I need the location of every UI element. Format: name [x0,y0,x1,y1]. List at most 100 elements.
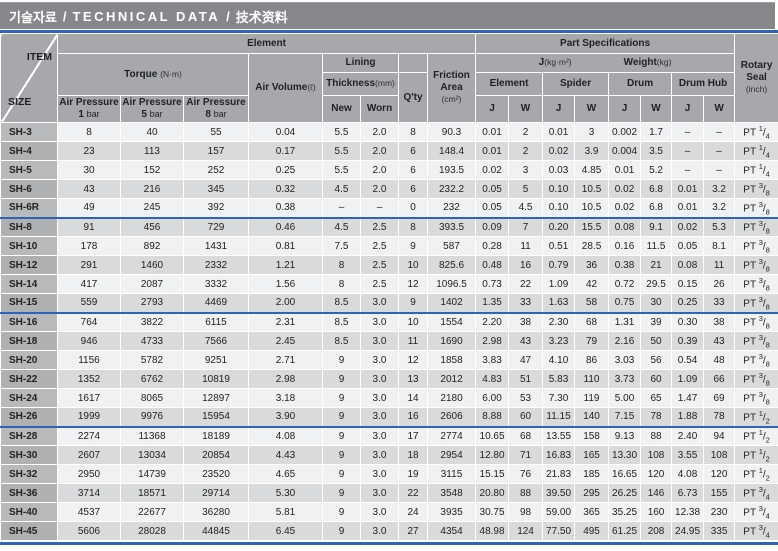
cell-drum_j: 9.13 [608,426,642,446]
cell-spider_j: 3.23 [542,331,576,351]
cell-drum_hub_j: 0.08 [671,255,705,275]
cell-air_volume: 3.90 [248,407,323,428]
row-size-label: SH-8 [0,217,58,237]
cell-qty: 22 [398,483,428,503]
table-row: SH-40 4537 22677 36280 5.81 9 3.0 24 3935 30.75 98… [0,502,778,522]
table-row: SH-12 291 1460 2332 1.21 8 2.5 10 825.6 0.48 16 0.7… [0,255,778,275]
friction-line1: Friction [433,70,470,81]
cell-air_volume: 0.25 [248,160,323,180]
row-size-label: SH-36 [0,483,58,503]
cell-element_j: 4.83 [475,369,510,389]
cell-spider_j: 0.51 [542,236,576,256]
cell-air_pressure_1bar: 178 [57,236,121,256]
cell-drum_hub_j: 1.88 [671,407,705,428]
lining-header: Lining [322,53,399,73]
cell-spider_j: 0.02 [542,141,576,161]
row-size-label: SH-14 [0,274,58,294]
cell-drum_w: 21 [640,255,673,275]
row-size-label: SH-3 [0,122,58,142]
cell-spider_w: 295 [574,483,610,503]
cell-drum_hub_j: 3.55 [671,445,705,465]
table-row: SH-3 8 40 55 0.04 5.5 2.0 8 90.3 0.01 2 0.01 3 0.002 1… [0,122,778,142]
title-english: TECHNICAL DATA [72,8,221,24]
cell-rotary-seal: PT 3/8 [734,369,778,389]
cell-air_volume: 5.81 [248,502,323,522]
air-pressure-5bar-header: Air Pressure 5 bar [120,95,184,123]
cell-spider_w: 3.9 [574,141,610,161]
cell-drum_w: 65 [640,388,673,408]
cell-drum_j: 0.004 [608,141,642,161]
cell-air_pressure_8bar: 23520 [183,464,249,484]
cell-spider_w: 58 [574,293,610,314]
cell-drum_w: 160 [640,502,673,522]
cell-lining_worn: 2.0 [360,141,399,161]
cell-air_volume: 0.38 [248,198,323,219]
cell-drum_w: 146 [640,483,673,503]
part-header-drum-hub: Drum Hub [671,72,736,96]
spider-j-header: J [542,95,576,123]
cell-qty: 9 [398,236,428,256]
cell-friction_area: 393.5 [426,217,477,237]
cell-air_pressure_5bar: 113 [120,141,184,161]
air-pressure-label: Air Pressure [186,97,246,108]
cell-qty: 6 [398,141,428,161]
table-row: SH-45 5606 28028 44845 6.45 9 3.0 27 4354 48.98 12… [0,521,778,541]
cell-drum_j: 26.25 [608,483,642,503]
cell-drum_j: 0.01 [608,160,642,180]
cell-qty: 13 [398,369,428,389]
cell-spider_w: 36 [574,255,610,275]
cell-rotary-seal: PT 3/4 [734,502,778,522]
cell-spider_w: 86 [574,350,610,370]
row-size-label: SH-4 [0,141,58,161]
row-size-label: SH-20 [0,350,58,370]
cell-air_pressure_5bar: 40 [120,122,184,142]
size-label: SIZE [8,96,32,109]
cell-lining_new: 9 [322,407,361,428]
cell-spider_w: 15.5 [574,217,610,237]
cell-spider_w: 3 [574,122,610,142]
cell-air_pressure_5bar: 9976 [120,407,184,428]
cell-drum_w: 6.8 [640,198,673,219]
cell-air_volume: 2.71 [248,350,323,370]
cell-drum_w: 6.8 [640,179,673,199]
cell-lining_worn: 2.5 [360,255,399,275]
rotary-seal-header: Rotary Seal (inch) [734,33,778,123]
cell-drum_w: 56 [640,350,673,370]
cell-spider_j: 0.10 [542,198,576,219]
cell-spider_j: 1.09 [542,274,576,294]
table-header: ITEM SIZE Element Part Specifications Ro… [0,33,778,123]
title-chinese: 技术资料 [235,9,288,25]
cell-drum_w: 60 [640,369,673,389]
cell-qty: 10 [398,312,428,332]
cell-air_volume: 4.65 [248,464,323,484]
cell-air_volume: 4.08 [248,426,323,446]
cell-air_pressure_5bar: 11368 [120,426,184,446]
rotary-seal-unit: (inch) [745,84,768,94]
cell-drum_hub_j: 24.95 [671,521,705,541]
cell-drum_hub_j: – [671,160,705,180]
lining-new-header: New [322,95,361,123]
cell-air_pressure_5bar: 892 [120,236,184,256]
cell-air_pressure_5bar: 245 [120,198,184,219]
cell-air_pressure_1bar: 4537 [57,502,121,522]
cell-lining_new: 5.5 [322,141,361,161]
cell-spider_w: 158 [574,426,610,446]
cell-spider_j: 0.10 [542,179,576,199]
cell-rotary-seal: PT 3/8 [734,236,778,256]
cell-friction_area: 1402 [426,293,477,314]
cell-lining_worn: 2.5 [360,236,399,256]
cell-drum_j: 3.03 [608,350,642,370]
cell-lining_worn: 2.0 [360,160,399,180]
cell-element_w: 22 [508,274,544,294]
table-body: SH-3 8 40 55 0.04 5.5 2.0 8 90.3 0.01 2 0.01 3 0.002 1… [0,122,778,541]
cell-air_pressure_8bar: 15954 [183,407,249,428]
table-row: SH-10 178 892 1431 0.81 7.5 2.5 9 587 0.28 11 0.51 2… [0,236,778,256]
cell-drum_j: 0.16 [608,236,642,256]
cell-qty: 8 [398,217,428,237]
cell-qty: 10 [398,255,428,275]
cell-element_w: 71 [508,445,544,465]
cell-drum_hub_w: 38 [703,312,736,332]
cell-spider_j: 0.20 [542,217,576,237]
cell-drum_j: 0.08 [608,217,642,237]
cell-air_volume: 3.18 [248,388,323,408]
